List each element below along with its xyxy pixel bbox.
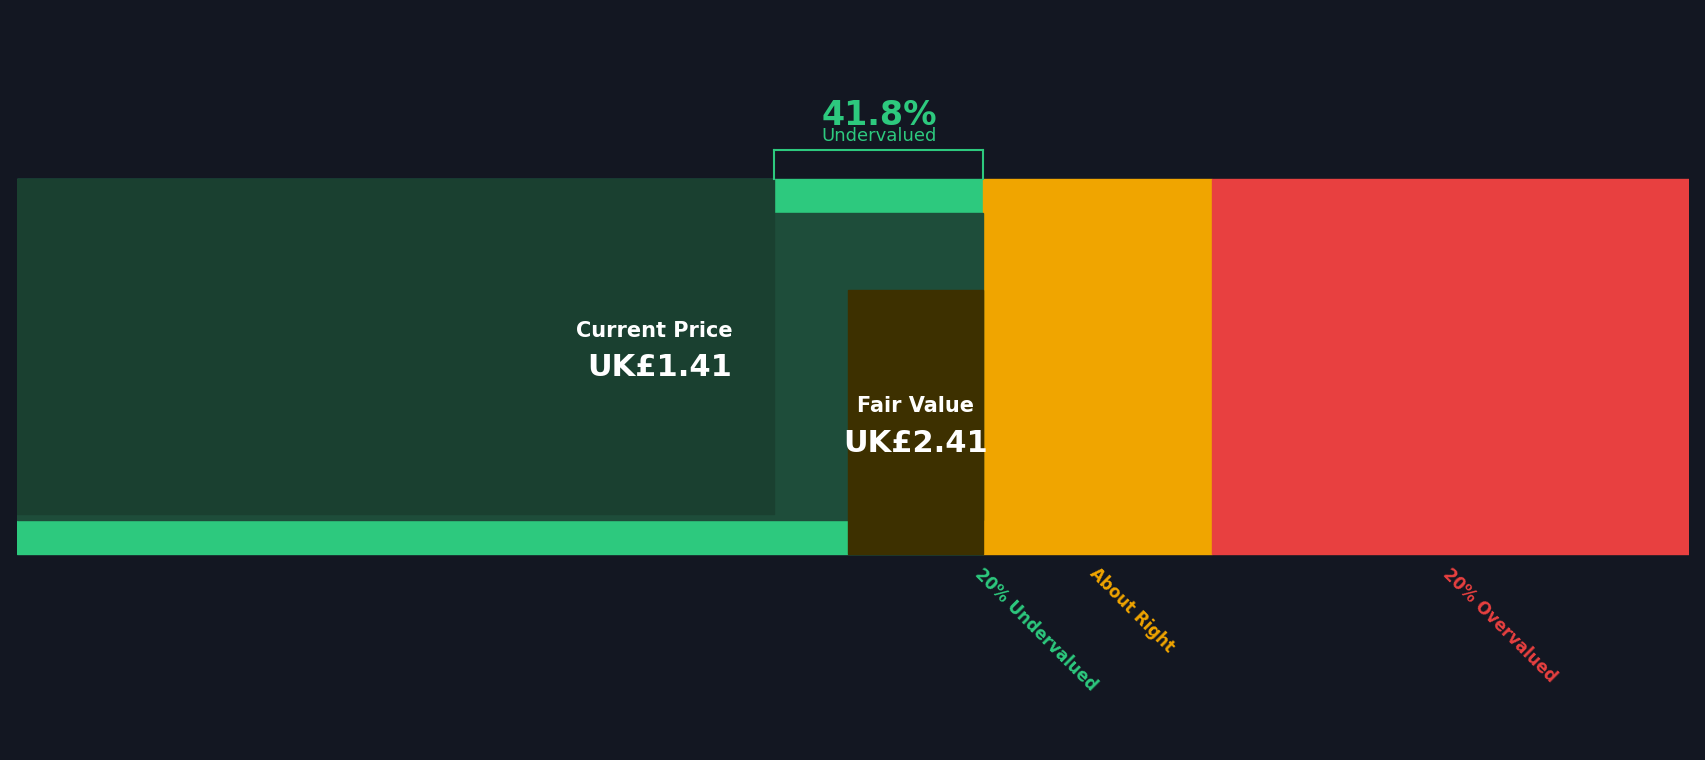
Text: Undervalued: Undervalued xyxy=(820,128,936,145)
Text: UK£1.41: UK£1.41 xyxy=(588,353,731,382)
Bar xyxy=(1212,179,1688,554)
Bar xyxy=(847,290,982,554)
Bar xyxy=(982,179,1212,554)
Text: 41.8%: 41.8% xyxy=(820,99,936,131)
Text: Fair Value: Fair Value xyxy=(856,396,974,416)
Bar xyxy=(17,179,774,514)
Text: 20% Undervalued: 20% Undervalued xyxy=(970,565,1100,694)
Text: About Right: About Right xyxy=(1086,565,1176,657)
Text: Current Price: Current Price xyxy=(576,321,731,340)
Text: 20% Overvalued: 20% Overvalued xyxy=(1437,565,1558,686)
Text: UK£2.41: UK£2.41 xyxy=(842,429,987,458)
Bar xyxy=(17,213,982,521)
Bar xyxy=(17,179,982,554)
